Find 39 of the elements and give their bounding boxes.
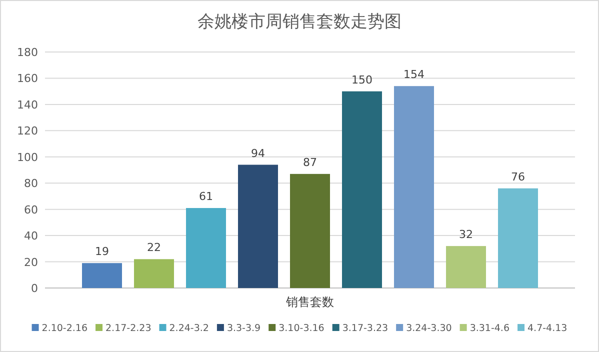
- legend-label: 4.7-4.13: [528, 323, 568, 334]
- legend-label: 2.10-2.16: [42, 323, 88, 334]
- legend-label: 2.24-3.2: [169, 323, 209, 334]
- legend-label: 3.24-3.30: [406, 323, 452, 334]
- bar: [290, 174, 330, 288]
- y-tick-label: 180: [17, 46, 38, 59]
- data-label: 32: [459, 228, 473, 242]
- y-tick-label: 120: [17, 124, 38, 138]
- data-label: 61: [199, 190, 213, 204]
- legend-label: 3.17-3.23: [342, 323, 388, 334]
- legend-label: 3.3-3.9: [226, 323, 261, 334]
- y-tick-label: 40: [24, 230, 38, 243]
- legend-label: 3.10-3.16: [278, 323, 324, 334]
- bar: [238, 164, 278, 288]
- data-label: 76: [511, 170, 525, 184]
- y-tick-label: 160: [17, 72, 38, 86]
- data-label: 154: [404, 68, 424, 82]
- y-tick-label: 140: [17, 98, 38, 112]
- chart-title: 余姚楼市周销售套数走势图: [198, 12, 402, 32]
- bar: [186, 208, 226, 288]
- x-tick-label: 销售套数: [285, 295, 334, 309]
- y-tick-label: 0: [31, 282, 38, 295]
- legend-label: 2.17-2.23: [106, 323, 152, 334]
- y-tick-label: 20: [24, 256, 38, 269]
- bar: [134, 259, 174, 288]
- data-label: 150: [352, 73, 372, 86]
- y-tick-label: 100: [17, 150, 38, 164]
- y-tick-label: 60: [24, 203, 38, 216]
- bar: [82, 263, 122, 288]
- bar: [446, 246, 486, 288]
- bar: [498, 188, 538, 288]
- data-label: 22: [147, 241, 161, 254]
- data-label: 19: [95, 245, 109, 258]
- y-tick-label: 80: [24, 177, 38, 190]
- data-label: 94: [251, 146, 265, 160]
- bar: [342, 91, 382, 288]
- bar: [394, 86, 434, 288]
- legend-label: 3.31-4.6: [470, 323, 510, 334]
- data-label: 87: [303, 156, 317, 169]
